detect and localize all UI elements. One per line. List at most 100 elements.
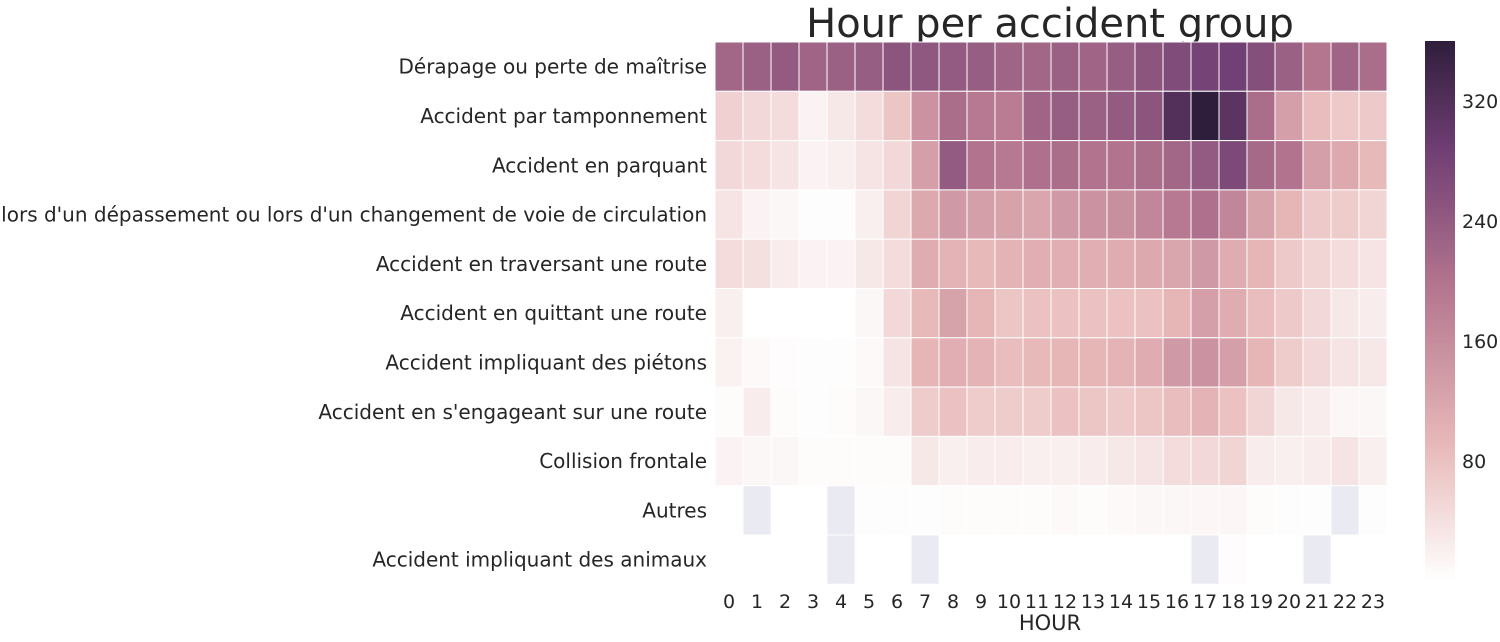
heatmap-cell	[1330, 435, 1360, 487]
colorbar-ticks: 80 160 240 320	[1462, 91, 1498, 473]
heatmap-cell	[882, 238, 912, 289]
heatmap-cell	[1106, 90, 1136, 142]
heatmap-cell	[854, 386, 884, 437]
heatmap-cell	[1162, 238, 1192, 289]
heatmap-cell	[966, 41, 996, 92]
x-axis-label: HOUR	[1019, 611, 1081, 635]
y-tick-label: Autres	[642, 498, 707, 522]
heatmap-cell	[966, 189, 996, 240]
heatmap-cell	[1274, 435, 1304, 487]
heatmap-cell	[826, 189, 856, 240]
heatmap-cell	[1134, 288, 1164, 339]
heatmap-cell	[1190, 90, 1220, 142]
heatmap-cell	[910, 41, 940, 92]
heatmap-cell	[1302, 435, 1332, 487]
heatmap-cell	[994, 140, 1024, 191]
heatmap-cell	[714, 90, 744, 142]
heatmap-cell	[1190, 140, 1220, 191]
heatmap-cell	[910, 238, 940, 289]
y-tick-label: Accident impliquant des piétons	[385, 350, 707, 374]
heatmap-cell	[1246, 288, 1276, 339]
heatmap-cell	[1330, 288, 1360, 339]
heatmap-cell	[1330, 337, 1360, 388]
heatmap-cell	[742, 238, 772, 289]
x-tick-label: 23	[1361, 591, 1385, 613]
heatmap-cell	[714, 189, 744, 240]
heatmap-cell	[1162, 41, 1192, 92]
heatmap-cell	[1246, 435, 1276, 487]
heatmap-cell	[1134, 238, 1164, 289]
heatmap-cell	[1078, 189, 1108, 240]
heatmap-cell	[994, 90, 1024, 142]
heatmap-cell	[1106, 485, 1136, 536]
heatmap-cell	[854, 238, 884, 289]
x-tick-label: 21	[1305, 591, 1329, 613]
colorbar-tick-label: 240	[1462, 211, 1498, 233]
heatmap-cell	[1078, 435, 1108, 487]
heatmap-cell	[1022, 288, 1052, 339]
heatmap-cell	[1302, 534, 1332, 585]
heatmap-cell	[1078, 140, 1108, 191]
heatmap-cell	[798, 189, 828, 240]
heatmap-cell	[1190, 435, 1220, 487]
heatmap-cell	[994, 189, 1024, 240]
x-tick-label: 12	[1053, 591, 1077, 613]
heatmap-cell	[1162, 386, 1192, 437]
heatmap-cell	[1078, 288, 1108, 339]
heatmap-cell	[910, 140, 940, 191]
y-tick-label: Accident par tamponnement	[420, 104, 707, 128]
heatmap-cell	[938, 386, 968, 437]
heatmap-cell	[1358, 90, 1388, 142]
heatmap-cell	[770, 41, 800, 92]
heatmap-cell	[1302, 140, 1332, 191]
heatmap-cell	[966, 386, 996, 437]
heatmap-cell	[1106, 238, 1136, 289]
heatmap-cell	[714, 41, 744, 92]
heatmap-cell	[1134, 435, 1164, 487]
heatmap-cell	[1134, 90, 1164, 142]
heatmap-cell	[910, 90, 940, 142]
heatmap-cell	[966, 140, 996, 191]
x-tick-label: 18	[1221, 591, 1245, 613]
heatmap-cell	[826, 386, 856, 437]
heatmap-cell	[798, 337, 828, 388]
colorbar-tick-label: 320	[1462, 91, 1498, 113]
heatmap-cell	[770, 435, 800, 487]
x-tick-label: 13	[1081, 591, 1105, 613]
heatmap-cell	[1078, 238, 1108, 289]
heatmap-cell	[1218, 534, 1248, 585]
x-tick-label: 5	[863, 591, 875, 613]
heatmap-cell	[910, 288, 940, 339]
heatmap-cell	[1358, 435, 1388, 487]
heatmap-cell	[1078, 485, 1108, 536]
heatmap-cell	[854, 288, 884, 339]
x-tick-label: 15	[1137, 591, 1161, 613]
heatmap-cell	[1358, 238, 1388, 289]
heatmap-cell	[1358, 288, 1388, 339]
heatmap-cell	[770, 386, 800, 437]
heatmap-cell	[1134, 485, 1164, 536]
heatmap-cell	[1274, 485, 1304, 536]
x-tick-label: 8	[947, 591, 959, 613]
heatmap-cell	[854, 337, 884, 388]
heatmap-cell	[854, 90, 884, 142]
heatmap-cell	[1274, 140, 1304, 191]
x-tick-label: 0	[723, 591, 735, 613]
heatmap-cell	[1358, 485, 1388, 536]
heatmap-cell	[1050, 337, 1080, 388]
heatmap-cell	[938, 288, 968, 339]
heatmap-cell	[1218, 90, 1248, 142]
heatmap-cell	[1162, 435, 1192, 487]
heatmap-cell	[1274, 288, 1304, 339]
heatmap-cell	[1022, 238, 1052, 289]
heatmap-cell	[938, 90, 968, 142]
heatmap-cell	[1246, 485, 1276, 536]
heatmap-cell	[1050, 485, 1080, 536]
heatmap-cell	[1218, 337, 1248, 388]
heatmap-cell	[1274, 386, 1304, 437]
heatmap-cell	[714, 238, 744, 289]
x-tick-label: 1	[751, 591, 763, 613]
heatmap-cell	[1190, 238, 1220, 289]
heatmap-cell	[742, 41, 772, 92]
